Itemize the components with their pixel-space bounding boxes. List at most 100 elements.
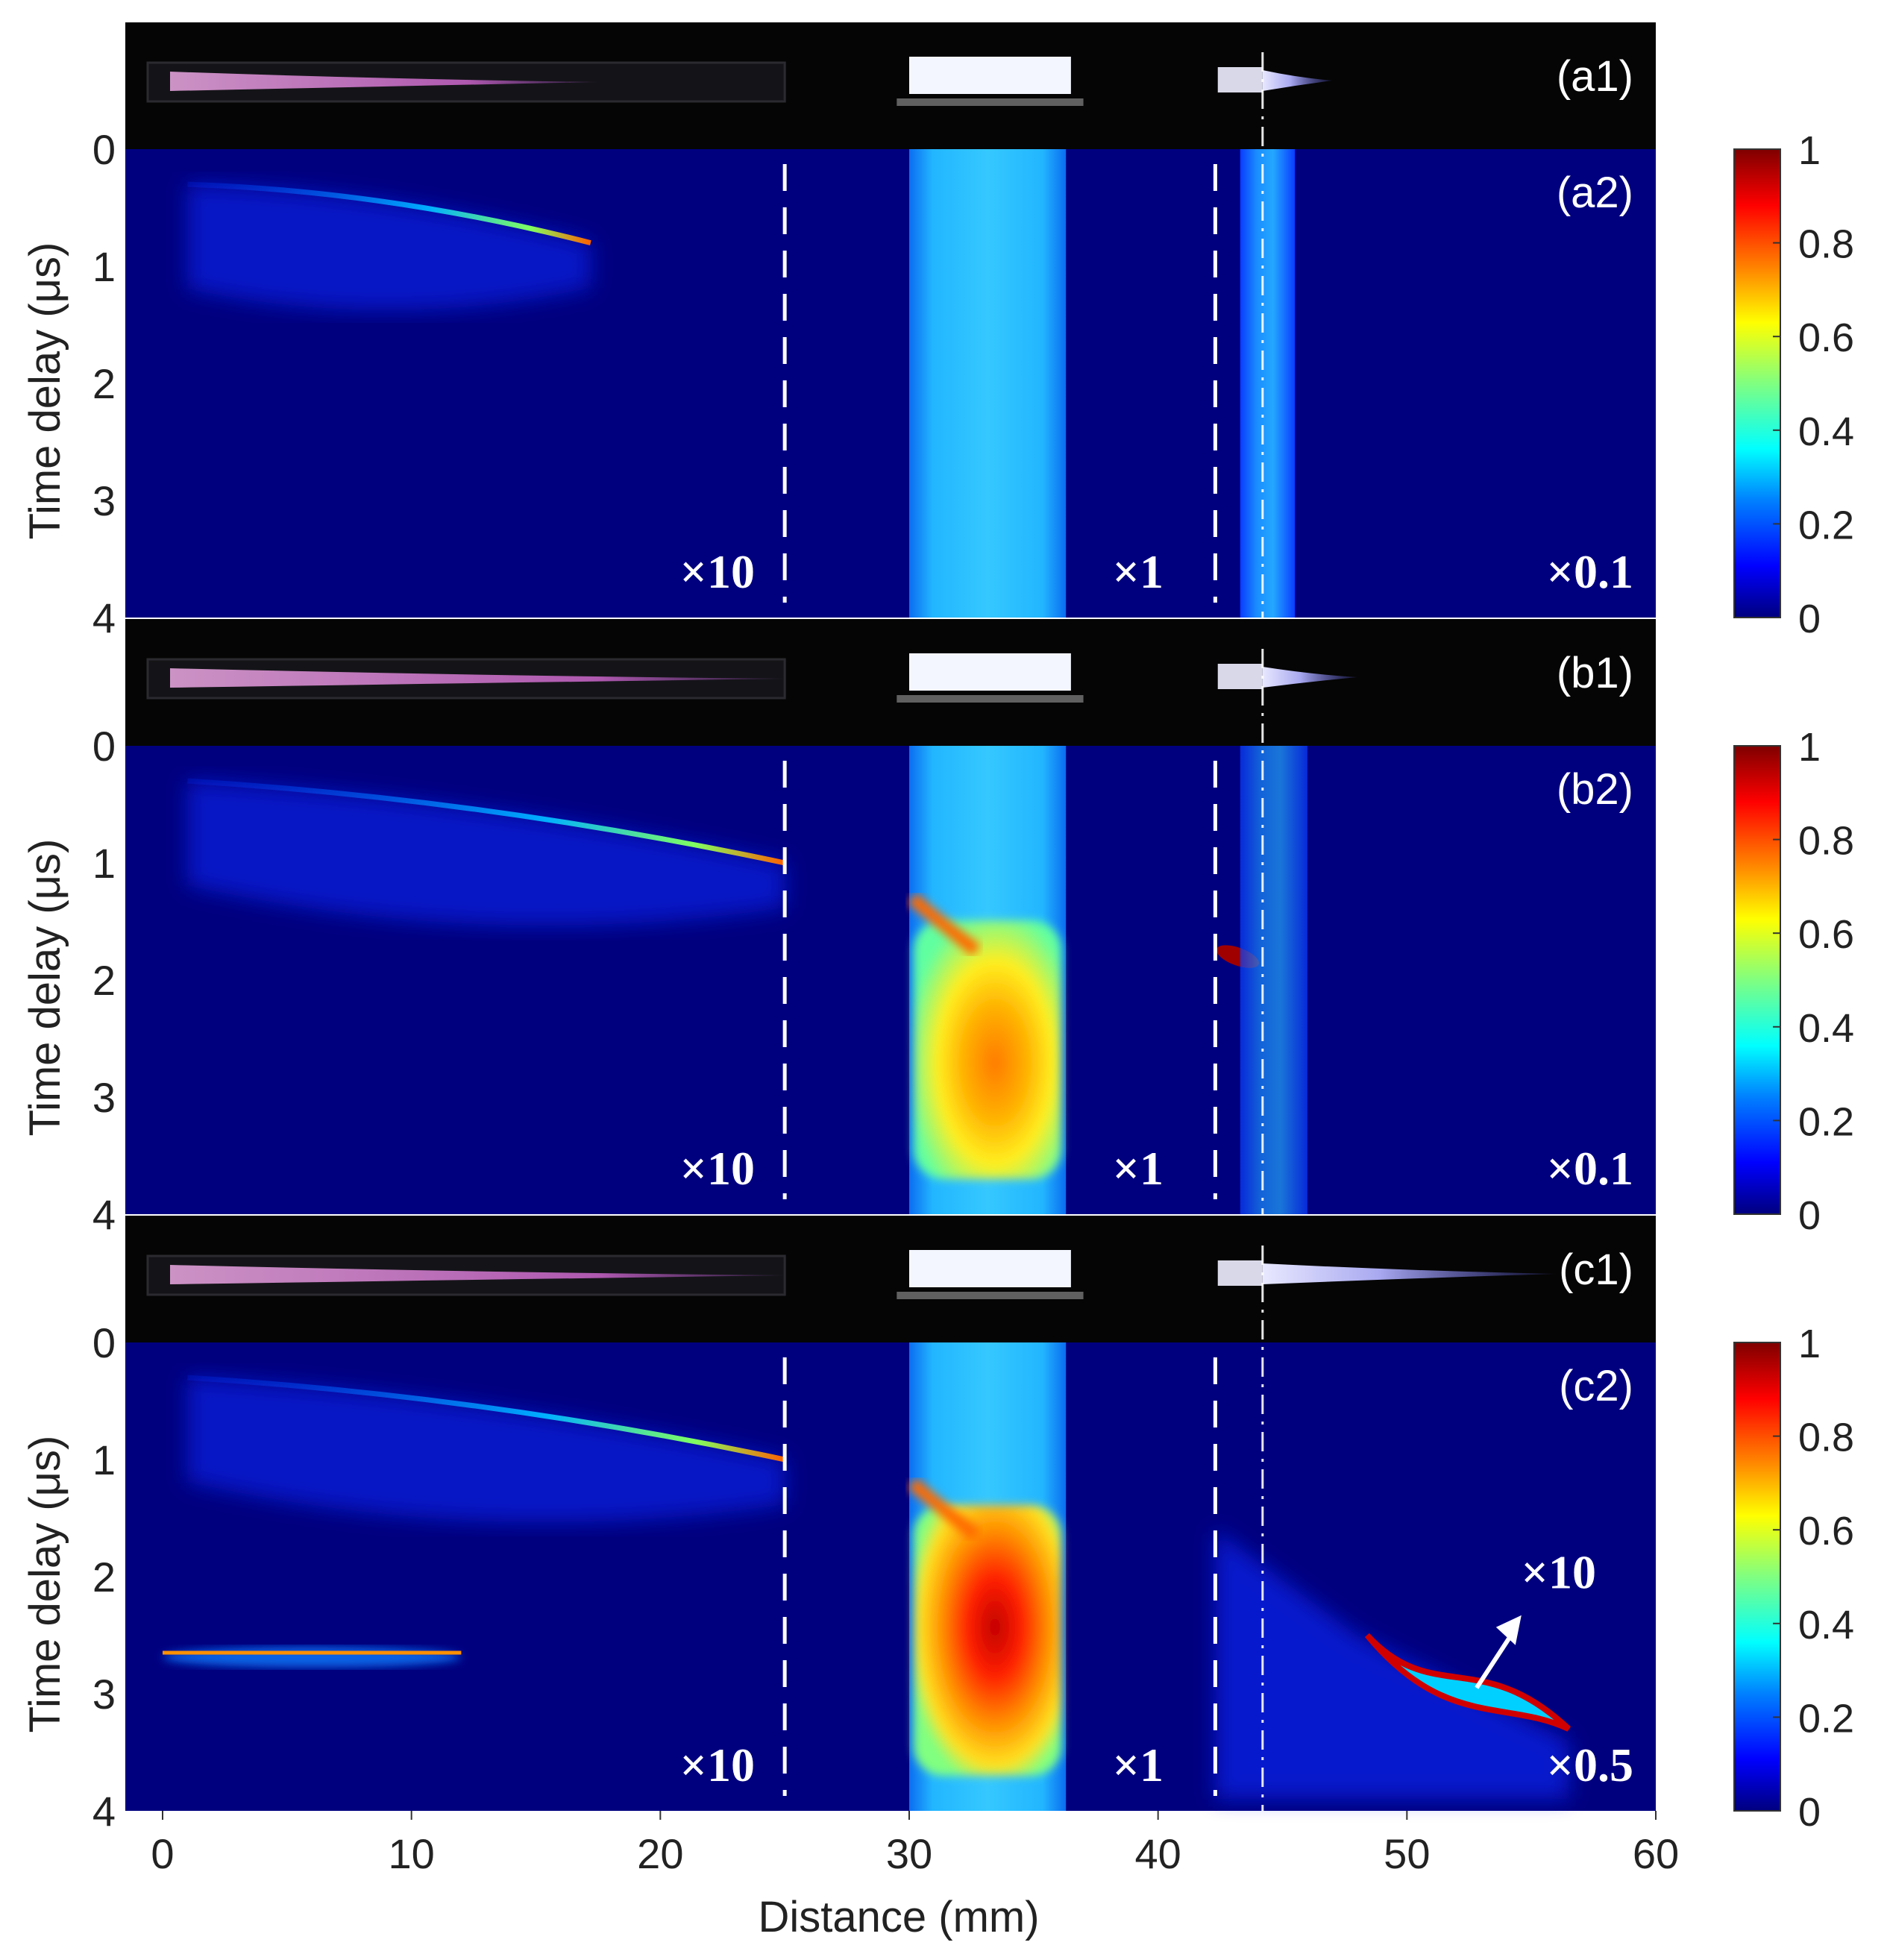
panel-3: (c1) (c2) ×10 ×1 ×0.5 ×10 0 1 2 3 4 Time delay (μs)…: [21, 1216, 1854, 1835]
photo-label: (b1): [1557, 649, 1633, 697]
multiplier-3: ×0.1: [1547, 1142, 1633, 1195]
colorbar: 1 0.8 0.6 0.4 0.2 0: [1733, 725, 1854, 1238]
multiplier-3: ×0.5: [1547, 1738, 1633, 1791]
photo-jet: [1262, 70, 1333, 91]
x-tick-label: 30: [886, 1830, 932, 1877]
multiplier-2: ×1: [1113, 1142, 1164, 1195]
photo-plume: [170, 1265, 785, 1284]
y-tick-label: 1: [92, 1436, 116, 1483]
inset-arrowhead: [1495, 1615, 1522, 1645]
colorbar-tick-label: 0.2: [1798, 1099, 1854, 1144]
photo-nozzle: [1217, 67, 1263, 92]
target-column: [1240, 746, 1307, 1214]
colorbar-tick-label: 0: [1798, 1193, 1821, 1238]
colorbar-gradient: [1733, 1342, 1781, 1812]
colorbar-gradient: [1733, 148, 1781, 618]
x-axis: 0 10 20 30 40 50 60: [151, 1811, 1679, 1877]
colorbar-tick-label: 0.6: [1798, 315, 1854, 360]
photo-strip: (a1): [125, 22, 1656, 149]
colorbar-tick-label: 0.4: [1798, 409, 1854, 454]
colorbar-tick-label: 0.4: [1798, 1006, 1854, 1051]
tube-column: [909, 149, 1067, 618]
y-axis-title: Time delay (μs): [21, 242, 69, 540]
y-axis-title: Time delay (μs): [21, 1436, 69, 1733]
y-tick-label: 3: [92, 1671, 116, 1718]
colorbar-tick-label: 0.6: [1798, 912, 1854, 957]
photo-electrode: [909, 653, 1071, 691]
colorbar-tick-label: 0.8: [1798, 1416, 1854, 1460]
colorbar-tick-label: 1: [1798, 725, 1821, 770]
photo-electrode: [909, 57, 1071, 94]
photo-strip: (c1): [125, 1216, 1656, 1342]
map-label: (a2): [1557, 169, 1633, 217]
heatmap: (b2) ×10 ×1 ×0.1: [125, 649, 1656, 1214]
y-tick-label: 1: [92, 840, 116, 887]
photo-label: (a1): [1557, 52, 1633, 101]
wave-glow: [187, 184, 591, 310]
colorbar: 1 0.8 0.6 0.4 0.2 0: [1733, 128, 1854, 641]
colorbar: 1 0.8 0.6 0.4 0.2 0: [1733, 1322, 1854, 1835]
multiplier-2: ×1: [1113, 545, 1164, 598]
colorbar-tick-label: 0: [1798, 1790, 1821, 1835]
photo-plume: [170, 72, 598, 91]
y-tick-label: 2: [92, 1554, 116, 1601]
photo-jet: [1262, 667, 1357, 688]
panel-1: (a1) (a2) ×10 ×1 ×0.1 0 1 2 3 4 Time delay (μs) 1 0.…: [21, 22, 1854, 641]
photo-strip: (b1): [125, 619, 1656, 746]
photo-label: (c1): [1559, 1246, 1633, 1294]
y-tick-label: 1: [92, 243, 116, 290]
x-tick-label: 0: [151, 1830, 174, 1877]
target-column: [1240, 149, 1296, 618]
jet-front-loop: [1364, 1633, 1571, 1732]
x-axis-title: Distance (mm): [758, 1893, 1039, 1941]
photo-plume: [170, 668, 785, 688]
tube-edge-flash: [908, 893, 981, 956]
colorbar-tick-label: 0.6: [1798, 1509, 1854, 1554]
y-tick-0: 0: [92, 723, 116, 770]
multiplier-1: ×10: [680, 1142, 755, 1195]
y-tick-label: 2: [92, 957, 116, 1004]
photo-nozzle: [1217, 1260, 1263, 1286]
y-tick-0: 0: [92, 1319, 116, 1366]
photo-electrode-base: [897, 98, 1084, 106]
y-axis: 0 1 2 3 4 Time delay (μs): [21, 723, 116, 1238]
inset-multiplier: ×10: [1522, 1546, 1596, 1599]
colorbar-tick-label: 0.8: [1798, 819, 1854, 864]
multiplier-1: ×10: [680, 545, 755, 598]
photo-electrode-base: [897, 1292, 1084, 1299]
y-tick-label: 4: [92, 594, 116, 641]
heatmap: (c2) ×10 ×1 ×0.5 ×10: [125, 1246, 1656, 1811]
colorbar-tick-label: 0: [1798, 597, 1821, 641]
map-label: (c2): [1559, 1362, 1633, 1410]
colorbar-tick-label: 1: [1798, 1322, 1821, 1366]
y-axis-title: Time delay (μs): [21, 839, 69, 1137]
colorbar-tick-label: 1: [1798, 128, 1821, 173]
y-tick-label: 4: [92, 1788, 116, 1835]
x-tick-label: 10: [389, 1830, 435, 1877]
heatmap: (a2) ×10 ×1 ×0.1: [125, 52, 1656, 618]
tube-edge-flash: [908, 1477, 981, 1542]
map-label: (b2): [1557, 765, 1633, 814]
multiplier-1: ×10: [680, 1738, 755, 1791]
y-tick-label: 3: [92, 477, 116, 524]
wave-glow: [187, 781, 785, 926]
colorbar-tick-label: 0.2: [1798, 1696, 1854, 1741]
y-axis: 0 1 2 3 4 Time delay (μs): [21, 1319, 116, 1835]
y-tick-label: 4: [92, 1191, 116, 1238]
wave-front: [187, 1375, 785, 1463]
y-tick-label: 2: [92, 360, 116, 407]
wave-front: [187, 778, 785, 866]
y-tick-label: 3: [92, 1074, 116, 1121]
photo-electrode-base: [897, 695, 1084, 703]
x-tick-label: 60: [1633, 1830, 1679, 1877]
multiplier-3: ×0.1: [1547, 545, 1633, 598]
y-axis: 0 1 2 3 4 Time delay (μs): [21, 126, 116, 641]
colorbar-tick-label: 0.8: [1798, 222, 1854, 267]
photo-jet: [1262, 1263, 1557, 1284]
colorbar-tick-label: 0.4: [1798, 1603, 1854, 1648]
y-tick-0: 0: [92, 126, 116, 173]
colorbar-gradient: [1733, 745, 1781, 1215]
colorbar-tick-label: 0.2: [1798, 503, 1854, 547]
